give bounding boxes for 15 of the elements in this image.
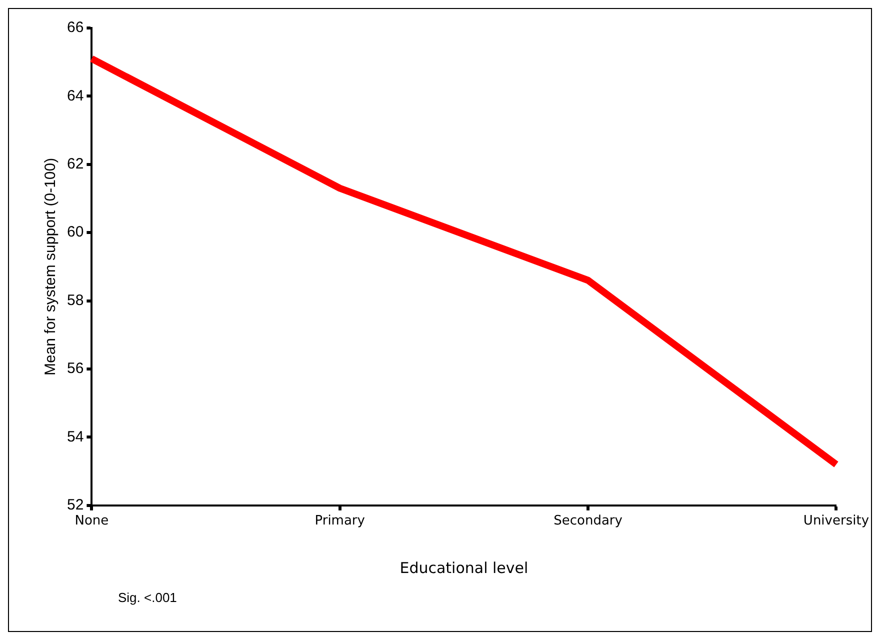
y-tick-label: 60	[66, 224, 84, 241]
y-tick-label: 66	[66, 19, 84, 36]
y-tick-label: 56	[66, 360, 84, 378]
y-tick-label: 64	[66, 87, 84, 104]
y-tick-label: 54	[66, 428, 84, 446]
x-tick-label: None	[74, 514, 109, 529]
x-tick-label: Secondary	[554, 514, 623, 529]
y-tick-label: 52	[66, 496, 84, 514]
text: Sig. <.001	[118, 590, 177, 605]
x-tick-label: Primary	[314, 514, 366, 529]
y-tick-label: 62	[66, 156, 84, 173]
x-axis-title: Educational level	[400, 558, 528, 577]
y-axis-title: Mean for system support (0-100)	[42, 158, 60, 376]
x-tick-label: University	[803, 514, 870, 529]
y-tick-label: 58	[66, 292, 84, 309]
